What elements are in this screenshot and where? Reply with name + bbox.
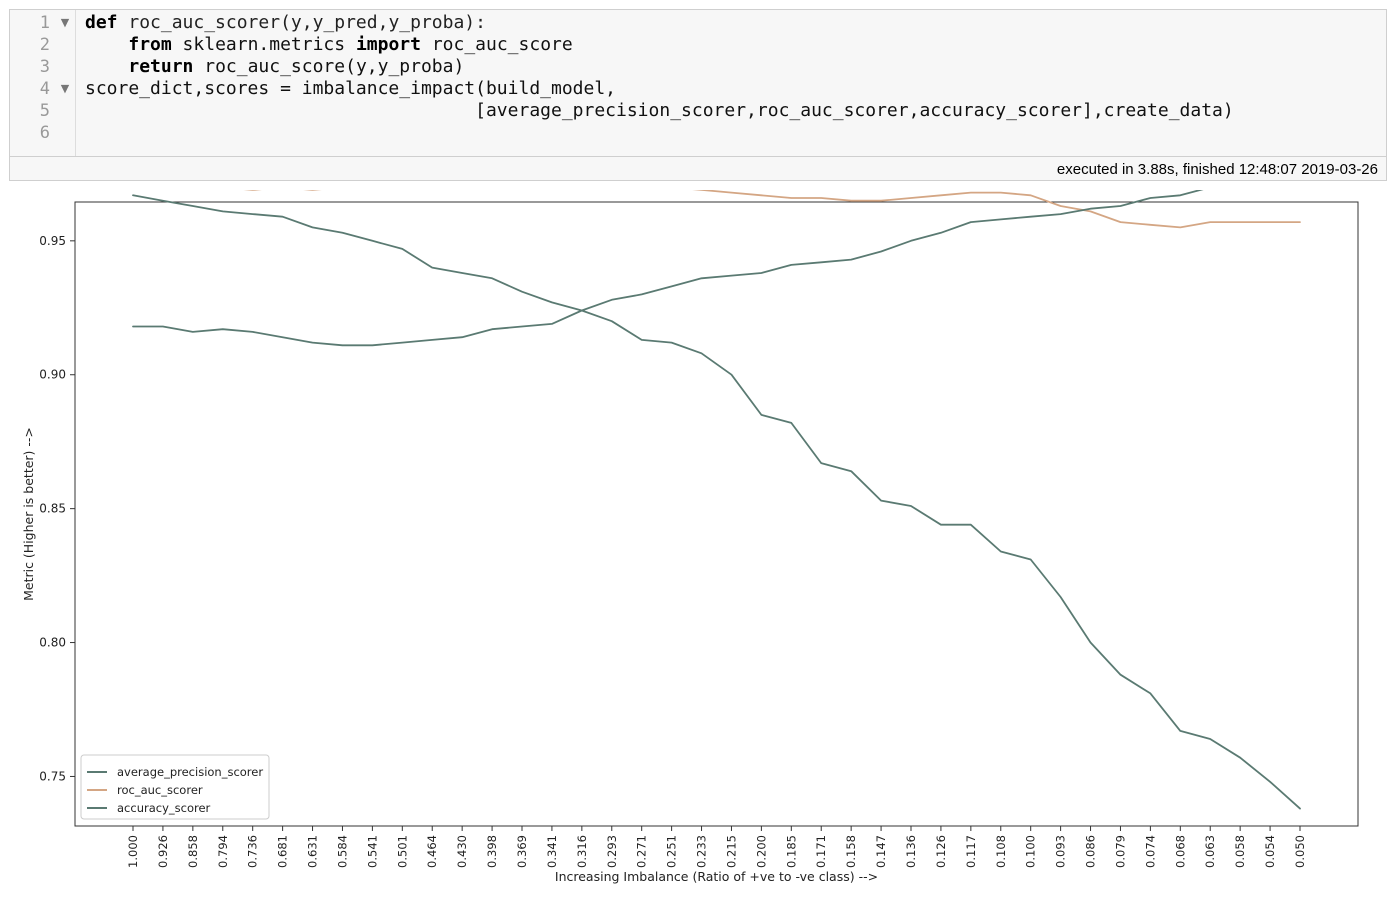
x-tick-label: 0.464	[425, 835, 439, 868]
y-tick-label: 0.95	[39, 234, 66, 248]
x-tick-label: 0.100	[1024, 835, 1038, 868]
x-tick-label: 0.251	[665, 835, 679, 868]
code-line-2[interactable]: from sklearn.metrics import roc_auc_scor…	[85, 34, 573, 56]
series-line-accuracy-scorer	[132, 190, 1204, 347]
x-tick-label: 0.147	[874, 835, 888, 868]
code-text: sklearn.metrics	[171, 34, 356, 55]
fold-toggle-icon[interactable]: ▼	[60, 82, 70, 95]
keyword: from	[128, 34, 172, 55]
x-tick-label: 0.158	[844, 835, 858, 868]
legend-label: accuracy_scorer	[117, 801, 211, 815]
y-tick-label: 0.75	[39, 769, 66, 783]
chart-series	[132, 190, 1301, 810]
code-line-1[interactable]: def roc_auc_scorer(y,y_pred,y_proba):	[85, 12, 486, 34]
x-tick-label: 0.050	[1293, 835, 1307, 868]
plot-frame	[74, 201, 1359, 827]
x-tick-label: 0.054	[1263, 835, 1277, 868]
x-tick-label: 0.681	[276, 835, 290, 868]
keyword: def	[85, 12, 118, 33]
x-tick-label: 0.074	[1143, 835, 1157, 868]
x-tick-label: 0.136	[904, 835, 918, 868]
x-tick-label: 1.000	[126, 835, 140, 868]
line-number: 6	[39, 123, 50, 143]
y-tick-label: 0.90	[39, 368, 66, 382]
x-tick-label: 0.068	[1173, 835, 1187, 868]
code-line-4[interactable]: score_dict,scores = imbalance_impact(bui…	[85, 78, 617, 99]
chart-legend: average_precision_scorer roc_auc_scorerac…	[80, 754, 270, 820]
legend-box	[80, 754, 270, 820]
code-line-3[interactable]: return roc_auc_score(y,y_proba)	[85, 56, 464, 78]
line-number: 2	[39, 35, 50, 55]
x-tick-label: 0.200	[754, 835, 768, 868]
line-number: 4	[39, 79, 50, 99]
x-tick-label: 0.271	[635, 835, 649, 868]
code-indent	[85, 34, 128, 55]
line-number: 5	[39, 101, 50, 121]
x-tick-label: 0.185	[784, 835, 798, 868]
fold-toggle-icon[interactable]: ▼	[60, 16, 70, 29]
x-tick-label: 0.215	[724, 835, 738, 868]
x-tick-label: 0.108	[994, 835, 1008, 868]
code-text: roc_auc_score(y,y_proba)	[193, 56, 465, 77]
x-tick-label: 0.126	[934, 835, 948, 868]
x-tick-label: 0.584	[335, 835, 349, 868]
x-tick-label: 0.794	[216, 835, 230, 868]
y-tick-label: 0.85	[39, 502, 66, 516]
x-tick-label: 0.341	[545, 835, 559, 868]
line-number: 3	[39, 57, 50, 77]
y-tick-label: 0.80	[39, 636, 66, 650]
series-line-average-precision-scorer	[132, 194, 1301, 810]
code-text: roc_auc_scorer(y,y_pred,y_proba):	[117, 12, 486, 33]
x-tick-label: 0.541	[365, 835, 379, 868]
x-axis-label: Increasing Imbalance (Ratio of +ve to -v…	[555, 869, 878, 884]
y-axis-label: Metric (Higher is better) -->	[21, 427, 36, 601]
x-tick-label: 0.093	[1054, 835, 1068, 868]
series-line-roc-auc-scorer	[243, 190, 1301, 229]
x-tick-label: 0.117	[964, 835, 978, 868]
x-tick-label: 0.063	[1203, 835, 1217, 868]
x-tick-label: 0.926	[156, 835, 170, 868]
x-tick-label: 0.858	[186, 835, 200, 868]
code-line-5[interactable]: [average_precision_scorer,roc_auc_scorer…	[85, 100, 1234, 121]
legend-label: roc_auc_scorer	[117, 783, 203, 797]
x-tick-label: 0.398	[485, 835, 499, 868]
x-tick-label: 0.293	[605, 835, 619, 868]
x-tick-label: 0.501	[395, 835, 409, 868]
x-tick-label: 0.233	[695, 835, 709, 868]
x-tick-label: 0.086	[1084, 835, 1098, 868]
x-tick-label: 0.316	[575, 835, 589, 868]
execution-info: executed in 3.88s, finished 12:48:07 201…	[1056, 161, 1378, 178]
x-tick-label: 0.736	[246, 835, 260, 868]
x-tick-label: 0.631	[306, 835, 320, 868]
keyword: import	[355, 34, 421, 55]
chart-axes: 0.75 0.80 0.85 0.90 0.95 1.000 0.926 0.858 0.794…	[21, 201, 1359, 884]
metric-line-chart: 0.75 0.80 0.85 0.90 0.95 1.000 0.926 0.858 0.794…	[21, 190, 1359, 884]
x-tick-label: 0.369	[515, 835, 529, 868]
x-tick-label: 0.058	[1233, 835, 1247, 868]
legend-label: average_precision_scorer	[117, 765, 263, 779]
code-indent	[85, 56, 128, 77]
keyword: return	[128, 56, 194, 77]
line-number-gutter: 1 2 3 4 5 6 ▼ ▼	[10, 10, 76, 156]
x-tick-label: 0.079	[1113, 835, 1127, 868]
code-cell[interactable]: 1 2 3 4 5 6 ▼ ▼ def roc_auc_scorer(y,y_p…	[9, 9, 1387, 181]
code-editor[interactable]: 1 2 3 4 5 6 ▼ ▼ def roc_auc_scorer(y,y_p…	[10, 10, 1386, 157]
line-number: 1	[39, 13, 50, 33]
x-tick-label: 0.171	[814, 835, 828, 868]
code-text: roc_auc_score	[420, 34, 573, 55]
x-tick-label: 0.430	[455, 835, 469, 868]
